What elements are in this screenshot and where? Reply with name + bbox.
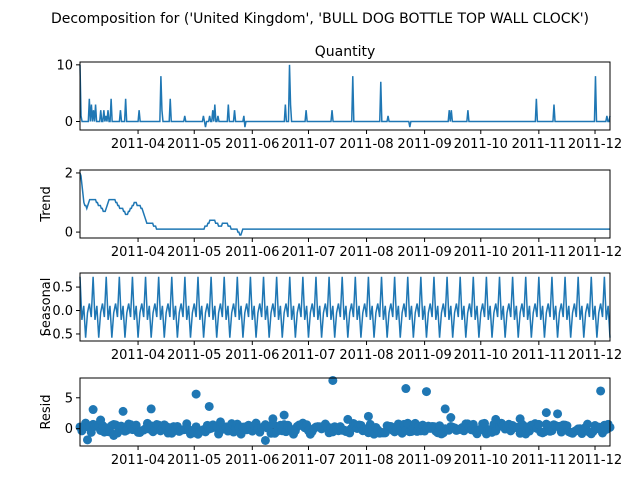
resid-point [556, 427, 566, 437]
x-tick-label: 2011-05 [167, 245, 221, 260]
x-tick-label: 2011-06 [225, 137, 279, 152]
x-tick-label: 2011-05 [167, 137, 221, 152]
resid-point [421, 387, 431, 397]
panel-title: Quantity [315, 44, 376, 60]
resid-point [88, 405, 98, 415]
x-tick-label: 2011-04 [111, 245, 165, 260]
resid-point [515, 414, 525, 424]
axes-frame [79, 377, 611, 447]
resid-point [380, 428, 390, 438]
resid-point [491, 414, 501, 424]
x-tick-label: 2011-09 [397, 453, 451, 468]
y-tick-label: 2 [65, 166, 73, 181]
panel-3: 0.5 0.0 −0.5 2011-04 2011-05 2011-06 2011-07 20… [39, 272, 622, 363]
resid-point [328, 375, 338, 385]
resid-point [204, 401, 214, 411]
x-tick-label: 2011-07 [281, 245, 335, 260]
y-tick-label: 0 [65, 226, 73, 241]
x-tick-label: 2011-07 [281, 453, 335, 468]
resid-point [583, 419, 593, 429]
x-tick-label: 2011-06 [225, 245, 279, 260]
panel-1: 0 10 2011-04 2011-05 2011-06 2011-07 2011-08 20… [56, 44, 622, 152]
x-tick-label: 2011-04 [111, 453, 165, 468]
x-tick-label: 2011-07 [281, 137, 335, 152]
x-tick-label: 2011-10 [454, 137, 508, 152]
series-line-2 [79, 172, 610, 236]
x-tick-label: 2011-11 [512, 348, 566, 363]
resid-point [118, 406, 128, 416]
y-tick-label: 5 [65, 391, 73, 406]
y-tick-label: 0.5 [52, 281, 73, 296]
resid-point [596, 386, 606, 396]
axes-frame [79, 169, 611, 239]
x-tick-label: 2011-10 [454, 348, 508, 363]
resid-point [146, 404, 156, 414]
resid-point [553, 409, 563, 419]
x-tick-label: 2011-05 [167, 348, 221, 363]
x-tick-label: 2011-12 [568, 245, 622, 260]
y-axis-label: Resid [39, 394, 54, 429]
x-tick-label: 2011-09 [397, 348, 451, 363]
x-tick-label: 2011-08 [339, 245, 393, 260]
y-tick-label: 0 [65, 422, 73, 437]
resid-point [363, 411, 373, 421]
x-tick-label: 2011-11 [512, 245, 566, 260]
y-tick-label: 10 [56, 58, 73, 73]
resid-point [468, 419, 478, 429]
resid-point [191, 389, 201, 399]
axes-frame [79, 61, 611, 131]
x-tick-label: 2011-10 [454, 245, 508, 260]
resid-point [446, 413, 456, 423]
figure-title: Decomposition for ('United Kingdom', 'BU… [51, 11, 589, 27]
x-tick-label: 2011-06 [225, 453, 279, 468]
x-tick-label: 2011-08 [339, 137, 393, 152]
y-axis-label: Seasonal [39, 278, 54, 337]
resid-point [260, 435, 270, 445]
x-tick-label: 2011-11 [512, 137, 566, 152]
x-tick-label: 2011-04 [111, 137, 165, 152]
x-tick-label: 2011-07 [281, 348, 335, 363]
x-tick-label: 2011-10 [454, 453, 508, 468]
x-tick-label: 2011-09 [397, 137, 451, 152]
resid-point [82, 435, 92, 445]
x-tick-label: 2011-08 [339, 348, 393, 363]
resid-point [603, 419, 613, 429]
x-tick-label: 2011-08 [339, 453, 393, 468]
y-axis-label: Trend [39, 186, 54, 223]
x-tick-label: 2011-09 [397, 245, 451, 260]
x-tick-label: 2011-05 [167, 453, 221, 468]
series-line-3 [79, 276, 611, 338]
resid-point [131, 420, 141, 430]
resid-point [401, 384, 411, 394]
resid-point [109, 430, 119, 440]
x-tick-label: 2011-12 [568, 137, 622, 152]
resid-point [279, 410, 289, 420]
resid-point [343, 414, 353, 424]
resid-point [440, 404, 450, 414]
x-tick-label: 2011-12 [568, 348, 622, 363]
panel-2: 0 2 2011-04 2011-05 2011-06 2011-07 2011-08 201… [39, 166, 622, 260]
x-tick-label: 2011-06 [225, 348, 279, 363]
resid-point [268, 414, 278, 424]
y-tick-label: 0.0 [52, 304, 73, 319]
resid-point [96, 415, 106, 425]
resid-point [541, 408, 551, 418]
x-tick-label: 2011-11 [512, 453, 566, 468]
axes-frame [79, 272, 611, 342]
resid-point [215, 417, 225, 427]
x-tick-label: 2011-04 [111, 348, 165, 363]
panel-4: 5 0 2011-04 2011-05 2011-06 2011-07 2011-08 201… [39, 375, 622, 468]
y-tick-label: −0.5 [41, 327, 73, 342]
series-line-1 [79, 64, 611, 128]
x-tick-label: 2011-12 [568, 453, 622, 468]
y-tick-label: 0 [65, 115, 73, 130]
resid-point [534, 419, 544, 429]
